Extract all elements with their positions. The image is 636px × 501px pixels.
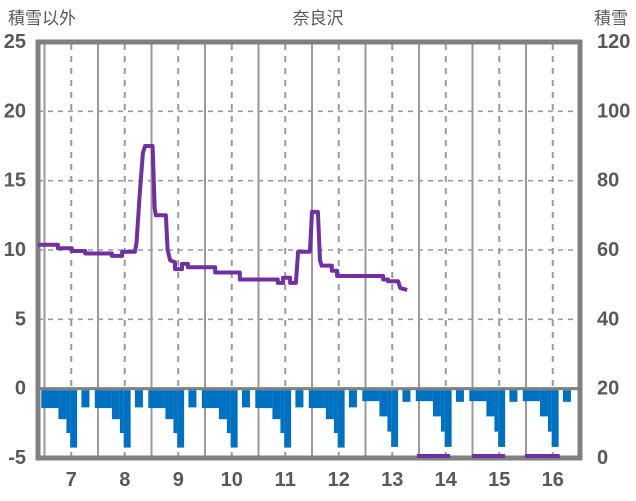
right-axis-tick-label: 100 (597, 100, 630, 122)
bar (41, 390, 59, 409)
bar (509, 390, 518, 402)
right-axis-tick-label: 80 (597, 170, 619, 192)
left-axis-tick-label: 5 (15, 308, 26, 330)
x-axis-tick-label: 7 (66, 469, 77, 491)
left-axis-tick-label: 20 (4, 100, 26, 122)
bar (391, 390, 399, 447)
x-axis-tick-label: 14 (435, 469, 458, 491)
bar (81, 390, 90, 408)
bar (547, 390, 552, 432)
x-axis-tick-label: 13 (381, 469, 403, 491)
left-axis-tick-label: 15 (4, 170, 26, 192)
bar (284, 390, 292, 448)
bar (415, 390, 433, 402)
bar (522, 390, 540, 402)
bar (201, 390, 219, 409)
bar (66, 390, 71, 434)
x-axis-tick-label: 11 (275, 469, 296, 491)
snow-depth-line (38, 144, 408, 292)
bar (295, 390, 304, 408)
bar (148, 390, 166, 409)
bar (280, 390, 285, 434)
bar (230, 390, 238, 448)
bar (539, 390, 548, 417)
right-axis-tick-label: 60 (597, 239, 619, 261)
bar (486, 390, 495, 417)
chart-title: 奈良沢 (292, 9, 344, 28)
bar (255, 390, 273, 409)
bar (333, 390, 338, 434)
bar (498, 390, 506, 447)
bar (387, 390, 392, 432)
x-axis-tick-label: 16 (542, 469, 564, 491)
x-axis-tick-label: 9 (173, 469, 184, 491)
bar (272, 390, 281, 420)
bar (173, 390, 178, 434)
bar (165, 390, 174, 420)
left-axis-tick-label: 0 (15, 378, 26, 400)
bar (348, 390, 357, 408)
bar (70, 390, 78, 448)
bar (308, 390, 326, 409)
bar (562, 390, 571, 402)
bar (218, 390, 227, 420)
bar (444, 390, 452, 447)
bar (494, 390, 499, 432)
right-axis-title: 積雪 (594, 9, 628, 28)
bar (94, 390, 112, 409)
bar (432, 390, 441, 417)
bar (337, 390, 345, 448)
bar (469, 390, 487, 402)
x-axis-tick-label: 12 (328, 469, 350, 491)
x-axis-tick-label: 10 (221, 469, 243, 491)
bar (119, 390, 124, 434)
plot-border (35, 39, 583, 461)
x-axis-tick-label: 8 (119, 469, 130, 491)
bar (134, 390, 143, 408)
left-axis-tick-label: -5 (8, 447, 26, 469)
right-axis-tick-label: 120 (597, 31, 630, 53)
bar (188, 390, 197, 408)
bar (325, 390, 334, 420)
right-axis-tick-label: 20 (597, 378, 619, 400)
left-axis-tick-label: 10 (4, 239, 26, 261)
right-axis-tick-label: 40 (597, 308, 619, 330)
bar (362, 390, 380, 402)
bar (379, 390, 388, 417)
axis-labels: 25 20 15 10 5 0 -5 120 100 80 60 40 20 0 7 8 9 10 11 12 13 14… (4, 31, 631, 491)
left-axis-title: 積雪以外 (8, 9, 76, 28)
bar (226, 390, 231, 434)
bar (241, 390, 250, 408)
bar (455, 390, 464, 402)
bar (58, 390, 67, 420)
bar (177, 390, 185, 448)
bar (440, 390, 445, 432)
bar (111, 390, 120, 420)
bar (123, 390, 131, 448)
bar (551, 390, 559, 447)
left-axis-tick-label: 25 (4, 31, 26, 53)
bar-series (41, 390, 571, 448)
right-axis-tick-label: 0 (597, 447, 608, 469)
x-axis-tick-label: 15 (488, 469, 510, 491)
bar (402, 390, 411, 402)
